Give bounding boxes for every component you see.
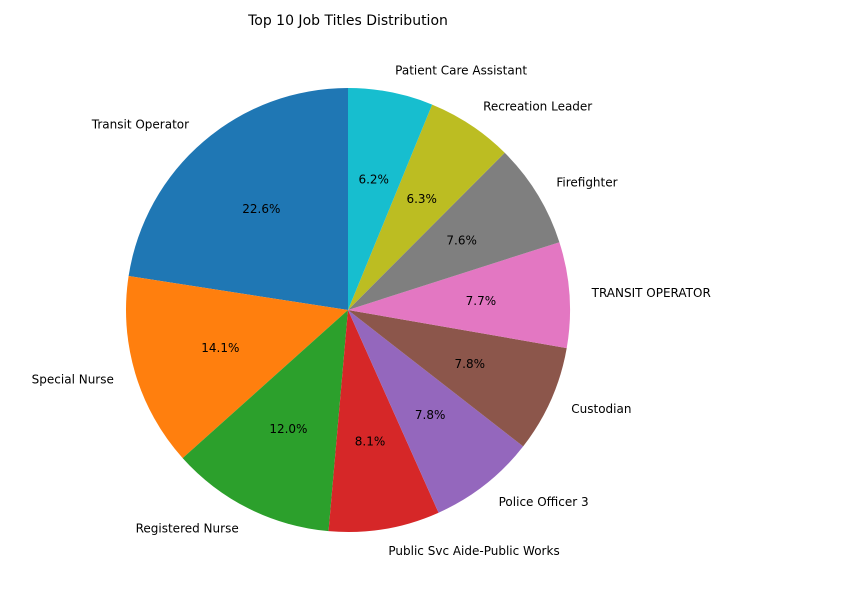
percent-label: 12.0%	[269, 422, 307, 436]
slice-registered-nurse-2	[182, 310, 348, 532]
slice-label: Firefighter	[556, 176, 617, 190]
slice-label: TRANSIT OPERATOR	[591, 286, 711, 300]
slice-label: Recreation Leader	[483, 100, 592, 114]
slice-labels: Transit Operator Special Nurse Registered …	[32, 63, 711, 557]
slice-special-nurse-1	[126, 276, 349, 459]
slice-police-officer-3-4	[348, 310, 524, 513]
slice-label: Public Svc Aide-Public Works	[388, 544, 559, 558]
slice-custodian-5	[348, 310, 567, 447]
slice-label: Special Nurse	[32, 372, 114, 386]
slice-label: Registered Nurse	[136, 521, 239, 535]
slice-transit-operator-0	[128, 88, 348, 310]
slice-label: Transit Operator	[91, 118, 189, 132]
slice-public-svc-aide-public-works-3	[328, 310, 439, 532]
percent-label: 7.8%	[415, 408, 446, 422]
slice-firefighter-7	[348, 152, 560, 310]
percent-label: 14.1%	[201, 341, 239, 355]
slice-recreation-leader-8	[348, 104, 505, 310]
pie-slices	[126, 88, 570, 532]
slice-transit-operator-6	[348, 242, 570, 349]
percent-labels: 22.6% 14.1% 12.0% 8.1% 7.8% 7.8% 7.7% 7.6% 6.3% 6…	[201, 172, 496, 448]
chart-title: Top 10 Job Titles Distribution	[247, 13, 448, 29]
percent-label: 7.7%	[466, 294, 497, 308]
percent-label: 6.2%	[358, 172, 389, 186]
percent-label: 6.3%	[406, 192, 437, 206]
slice-label: Patient Care Assistant	[395, 63, 527, 77]
percent-label: 7.8%	[455, 357, 486, 371]
slice-label: Custodian	[571, 402, 631, 416]
percent-label: 22.6%	[242, 202, 280, 216]
percent-label: 8.1%	[355, 434, 386, 448]
slice-label: Police Officer 3	[499, 495, 589, 509]
percent-label: 7.6%	[446, 234, 477, 248]
slice-patient-care-assistant-9	[348, 88, 433, 310]
